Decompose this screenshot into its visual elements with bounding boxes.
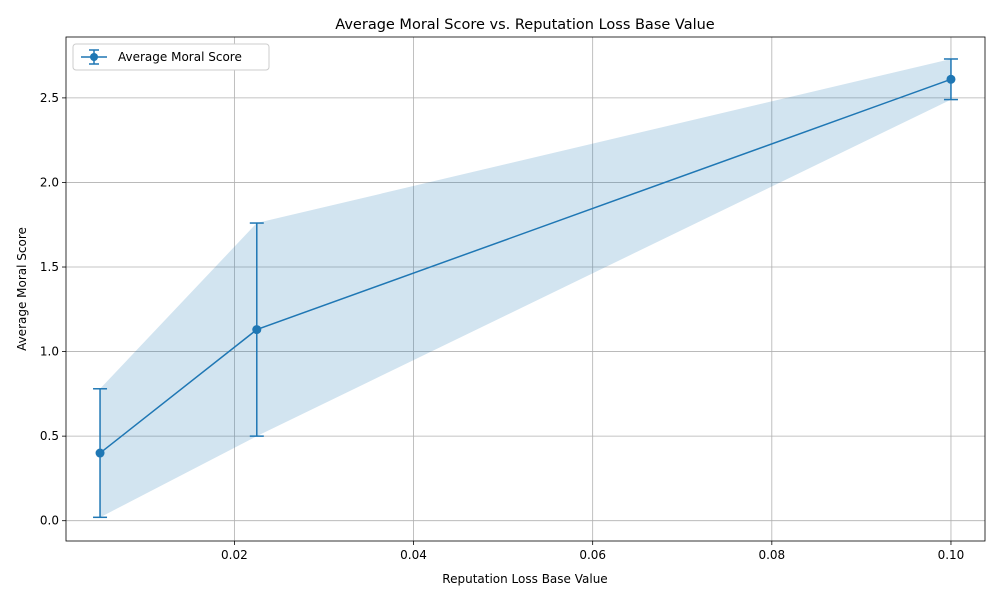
x-axis-label: Reputation Loss Base Value — [442, 572, 607, 586]
y-axis-ticks: 0.0 0.5 1.0 1.5 2.0 2.5 — [40, 91, 66, 528]
data-point — [946, 74, 956, 84]
legend-marker — [90, 53, 98, 61]
x-axis-ticks: 0.02 0.04 0.06 0.08 0.10 — [221, 541, 964, 562]
y-tick-label: 0.0 — [40, 514, 59, 528]
plot-frame — [65, 36, 986, 542]
series — [93, 58, 958, 519]
y-tick-label: 2.0 — [40, 175, 59, 189]
y-tick-label: 2.5 — [40, 91, 59, 105]
x-tick-label: 0.10 — [938, 548, 965, 562]
chart-title: Average Moral Score vs. Reputation Loss … — [335, 17, 715, 33]
x-tick-label: 0.06 — [579, 548, 606, 562]
x-tick-label: 0.02 — [221, 548, 248, 562]
legend-entry: Average Moral Score — [118, 50, 242, 64]
y-tick-label: 1.0 — [40, 345, 59, 359]
x-tick-label: 0.08 — [758, 548, 785, 562]
legend: Average Moral Score — [72, 43, 270, 71]
data-point — [252, 325, 262, 335]
x-tick-label: 0.04 — [400, 548, 427, 562]
error-band — [100, 58, 951, 518]
y-tick-label: 1.5 — [40, 260, 59, 274]
y-tick-label: 0.5 — [40, 429, 59, 443]
confidence-band — [100, 58, 951, 518]
data-point — [95, 448, 105, 458]
legend-box — [72, 43, 270, 71]
y-axis-label: Average Moral Score — [15, 227, 29, 351]
grid-lines — [66, 37, 985, 541]
